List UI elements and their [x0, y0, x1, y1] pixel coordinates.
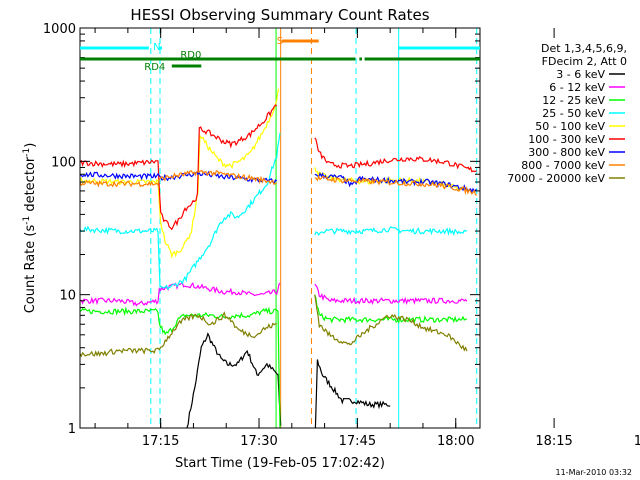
y-tick-label: 1 — [68, 422, 76, 437]
legend-header: FDecim 2, Att 0 — [542, 55, 627, 68]
series-line — [80, 170, 477, 196]
x-tick-label: 18:00 — [437, 434, 474, 449]
y-label-part: ) — [23, 143, 38, 148]
legend-entry-label: 50 - 100 keV — [535, 120, 605, 133]
y-label-part: detector — [23, 156, 38, 216]
series-line — [80, 294, 468, 358]
plot-frame — [79, 27, 481, 429]
y-label-part: Count Rate (s — [23, 225, 38, 314]
x-tick-label: 17:30 — [240, 434, 277, 449]
series-line — [80, 294, 468, 428]
legend-entry-label: 25 - 50 keV — [542, 107, 605, 120]
y-tick-label: 10 — [59, 289, 76, 304]
series-line — [80, 104, 477, 231]
y-label-part: -1 — [22, 148, 32, 157]
legend-entry-label: 300 - 800 keV — [528, 146, 605, 159]
state-label-rd0: RD0 — [180, 50, 201, 61]
x-axis-label: Start Time (19-Feb-05 17:02:42) — [175, 456, 385, 471]
series-line — [80, 132, 468, 291]
state-label-n: N — [153, 42, 160, 53]
footer-timestamp: 11-Mar-2010 03:32 — [556, 468, 633, 477]
y-axis-label: Count Rate (s-1 detector-1) — [22, 143, 38, 314]
x-tick-label: 17:45 — [339, 434, 376, 449]
series-line — [186, 332, 391, 428]
y-tick-label: 100 — [51, 155, 76, 170]
y-label-part: -1 — [22, 216, 32, 225]
legend-header: Det 1,3,4,5,6,9, — [541, 42, 627, 55]
legend-entry-label: 3 - 6 keV — [556, 68, 605, 81]
x-tick-label: 18:15 — [535, 434, 572, 449]
y-tick-label: 1000 — [43, 22, 76, 37]
legend-entry-label: 800 - 7000 keV — [521, 159, 605, 172]
x-tick-label: 17:15 — [142, 434, 179, 449]
legend-entry-label: 100 - 300 keV — [528, 133, 605, 146]
legend-entry-label: 12 - 25 keV — [542, 94, 605, 107]
chart-title: HESSI Observing Summary Count Rates — [130, 6, 429, 24]
x-tick-label: 18:30 — [634, 434, 640, 449]
legend-entry-label: 7000 - 20000 keV — [507, 172, 605, 185]
legend: Det 1,3,4,5,6,9,FDecim 2, Att 03 - 6 keV… — [507, 42, 627, 185]
state-label-s: S — [277, 36, 283, 47]
series-line — [80, 281, 468, 307]
state-label-rd4: RD4 — [144, 62, 165, 73]
legend-entry-label: 6 - 12 keV — [549, 81, 605, 94]
